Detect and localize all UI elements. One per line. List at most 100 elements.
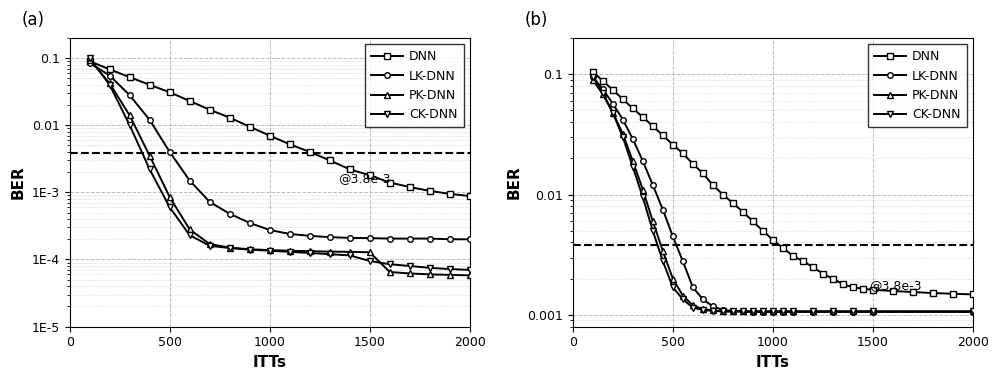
CK-DNN	[617, 135, 629, 139]
LK-DNN	[124, 93, 136, 98]
LK-DNN	[757, 310, 769, 314]
CK-DNN	[767, 309, 779, 314]
LK-DNN	[737, 309, 749, 314]
DNN	[677, 151, 689, 155]
DNN	[707, 183, 719, 187]
LK-DNN	[747, 310, 759, 314]
DNN	[647, 124, 659, 128]
Line: LK-DNN: LK-DNN	[590, 74, 976, 315]
CK-DNN	[867, 309, 879, 314]
DNN	[627, 106, 639, 110]
CK-DNN	[637, 195, 649, 200]
CK-DNN	[687, 305, 699, 310]
PK-DNN	[184, 227, 196, 232]
X-axis label: ITTs: ITTs	[253, 355, 287, 370]
PK-DNN	[847, 309, 859, 314]
LK-DNN	[617, 117, 629, 122]
LK-DNN	[687, 285, 699, 290]
CK-DNN	[444, 267, 456, 271]
PK-DNN	[444, 272, 456, 277]
PK-DNN	[667, 276, 679, 281]
LK-DNN	[284, 232, 296, 236]
LK-DNN	[827, 310, 839, 314]
Line: DNN: DNN	[87, 58, 473, 199]
LK-DNN	[647, 183, 659, 187]
CK-DNN	[284, 250, 296, 254]
DNN	[807, 265, 819, 269]
DNN	[697, 171, 709, 176]
PK-DNN	[124, 113, 136, 118]
PK-DNN	[144, 154, 156, 158]
PK-DNN	[717, 309, 729, 314]
PK-DNN	[404, 271, 416, 276]
Line: PK-DNN: PK-DNN	[87, 57, 473, 278]
LK-DNN	[204, 200, 216, 204]
CK-DNN	[777, 309, 789, 314]
Line: DNN: DNN	[590, 69, 976, 297]
CK-DNN	[627, 165, 639, 169]
DNN	[104, 67, 116, 72]
CK-DNN	[304, 251, 316, 255]
CK-DNN	[847, 309, 859, 314]
PK-DNN	[364, 250, 376, 255]
LK-DNN	[384, 236, 396, 241]
PK-DNN	[324, 249, 336, 254]
CK-DNN	[787, 309, 799, 314]
CK-DNN	[697, 308, 709, 312]
CK-DNN	[727, 309, 739, 314]
CK-DNN	[184, 233, 196, 237]
CK-DNN	[597, 91, 609, 95]
LK-DNN	[404, 236, 416, 241]
Line: LK-DNN: LK-DNN	[87, 60, 473, 242]
DNN	[757, 229, 769, 233]
DNN	[444, 192, 456, 196]
PK-DNN	[867, 309, 879, 314]
PK-DNN	[304, 249, 316, 253]
CK-DNN	[124, 123, 136, 128]
CK-DNN	[344, 253, 356, 258]
CK-DNN	[324, 252, 336, 256]
LK-DNN	[144, 118, 156, 122]
LK-DNN	[767, 310, 779, 314]
CK-DNN	[737, 309, 749, 314]
CK-DNN	[424, 266, 436, 270]
PK-DNN	[647, 219, 659, 224]
CK-DNN	[587, 75, 599, 79]
CK-DNN	[757, 309, 769, 314]
PK-DNN	[757, 309, 769, 314]
LK-DNN	[304, 234, 316, 238]
PK-DNN	[164, 195, 176, 199]
LK-DNN	[657, 207, 669, 212]
CK-DNN	[144, 167, 156, 172]
CK-DNN	[607, 110, 619, 115]
CK-DNN	[967, 309, 979, 314]
CK-DNN	[827, 309, 839, 314]
CK-DNN	[807, 309, 819, 314]
PK-DNN	[967, 309, 979, 314]
PK-DNN	[587, 77, 599, 82]
PK-DNN	[607, 110, 619, 115]
CK-DNN	[204, 243, 216, 248]
DNN	[787, 253, 799, 258]
DNN	[324, 158, 336, 163]
DNN	[364, 173, 376, 178]
LK-DNN	[424, 236, 436, 241]
DNN	[827, 276, 839, 281]
PK-DNN	[244, 247, 256, 251]
DNN	[424, 189, 436, 193]
DNN	[607, 88, 619, 92]
CK-DNN	[164, 205, 176, 210]
DNN	[404, 185, 416, 189]
Line: PK-DNN: PK-DNN	[590, 77, 976, 314]
LK-DNN	[697, 297, 709, 301]
Y-axis label: BER: BER	[11, 165, 26, 199]
DNN	[244, 125, 256, 129]
LK-DNN	[597, 87, 609, 91]
PK-DNN	[627, 159, 639, 163]
Text: @3.8e-3: @3.8e-3	[338, 173, 390, 186]
LK-DNN	[787, 310, 799, 314]
DNN	[667, 142, 679, 147]
PK-DNN	[657, 249, 669, 253]
PK-DNN	[827, 309, 839, 314]
CK-DNN	[364, 259, 376, 263]
